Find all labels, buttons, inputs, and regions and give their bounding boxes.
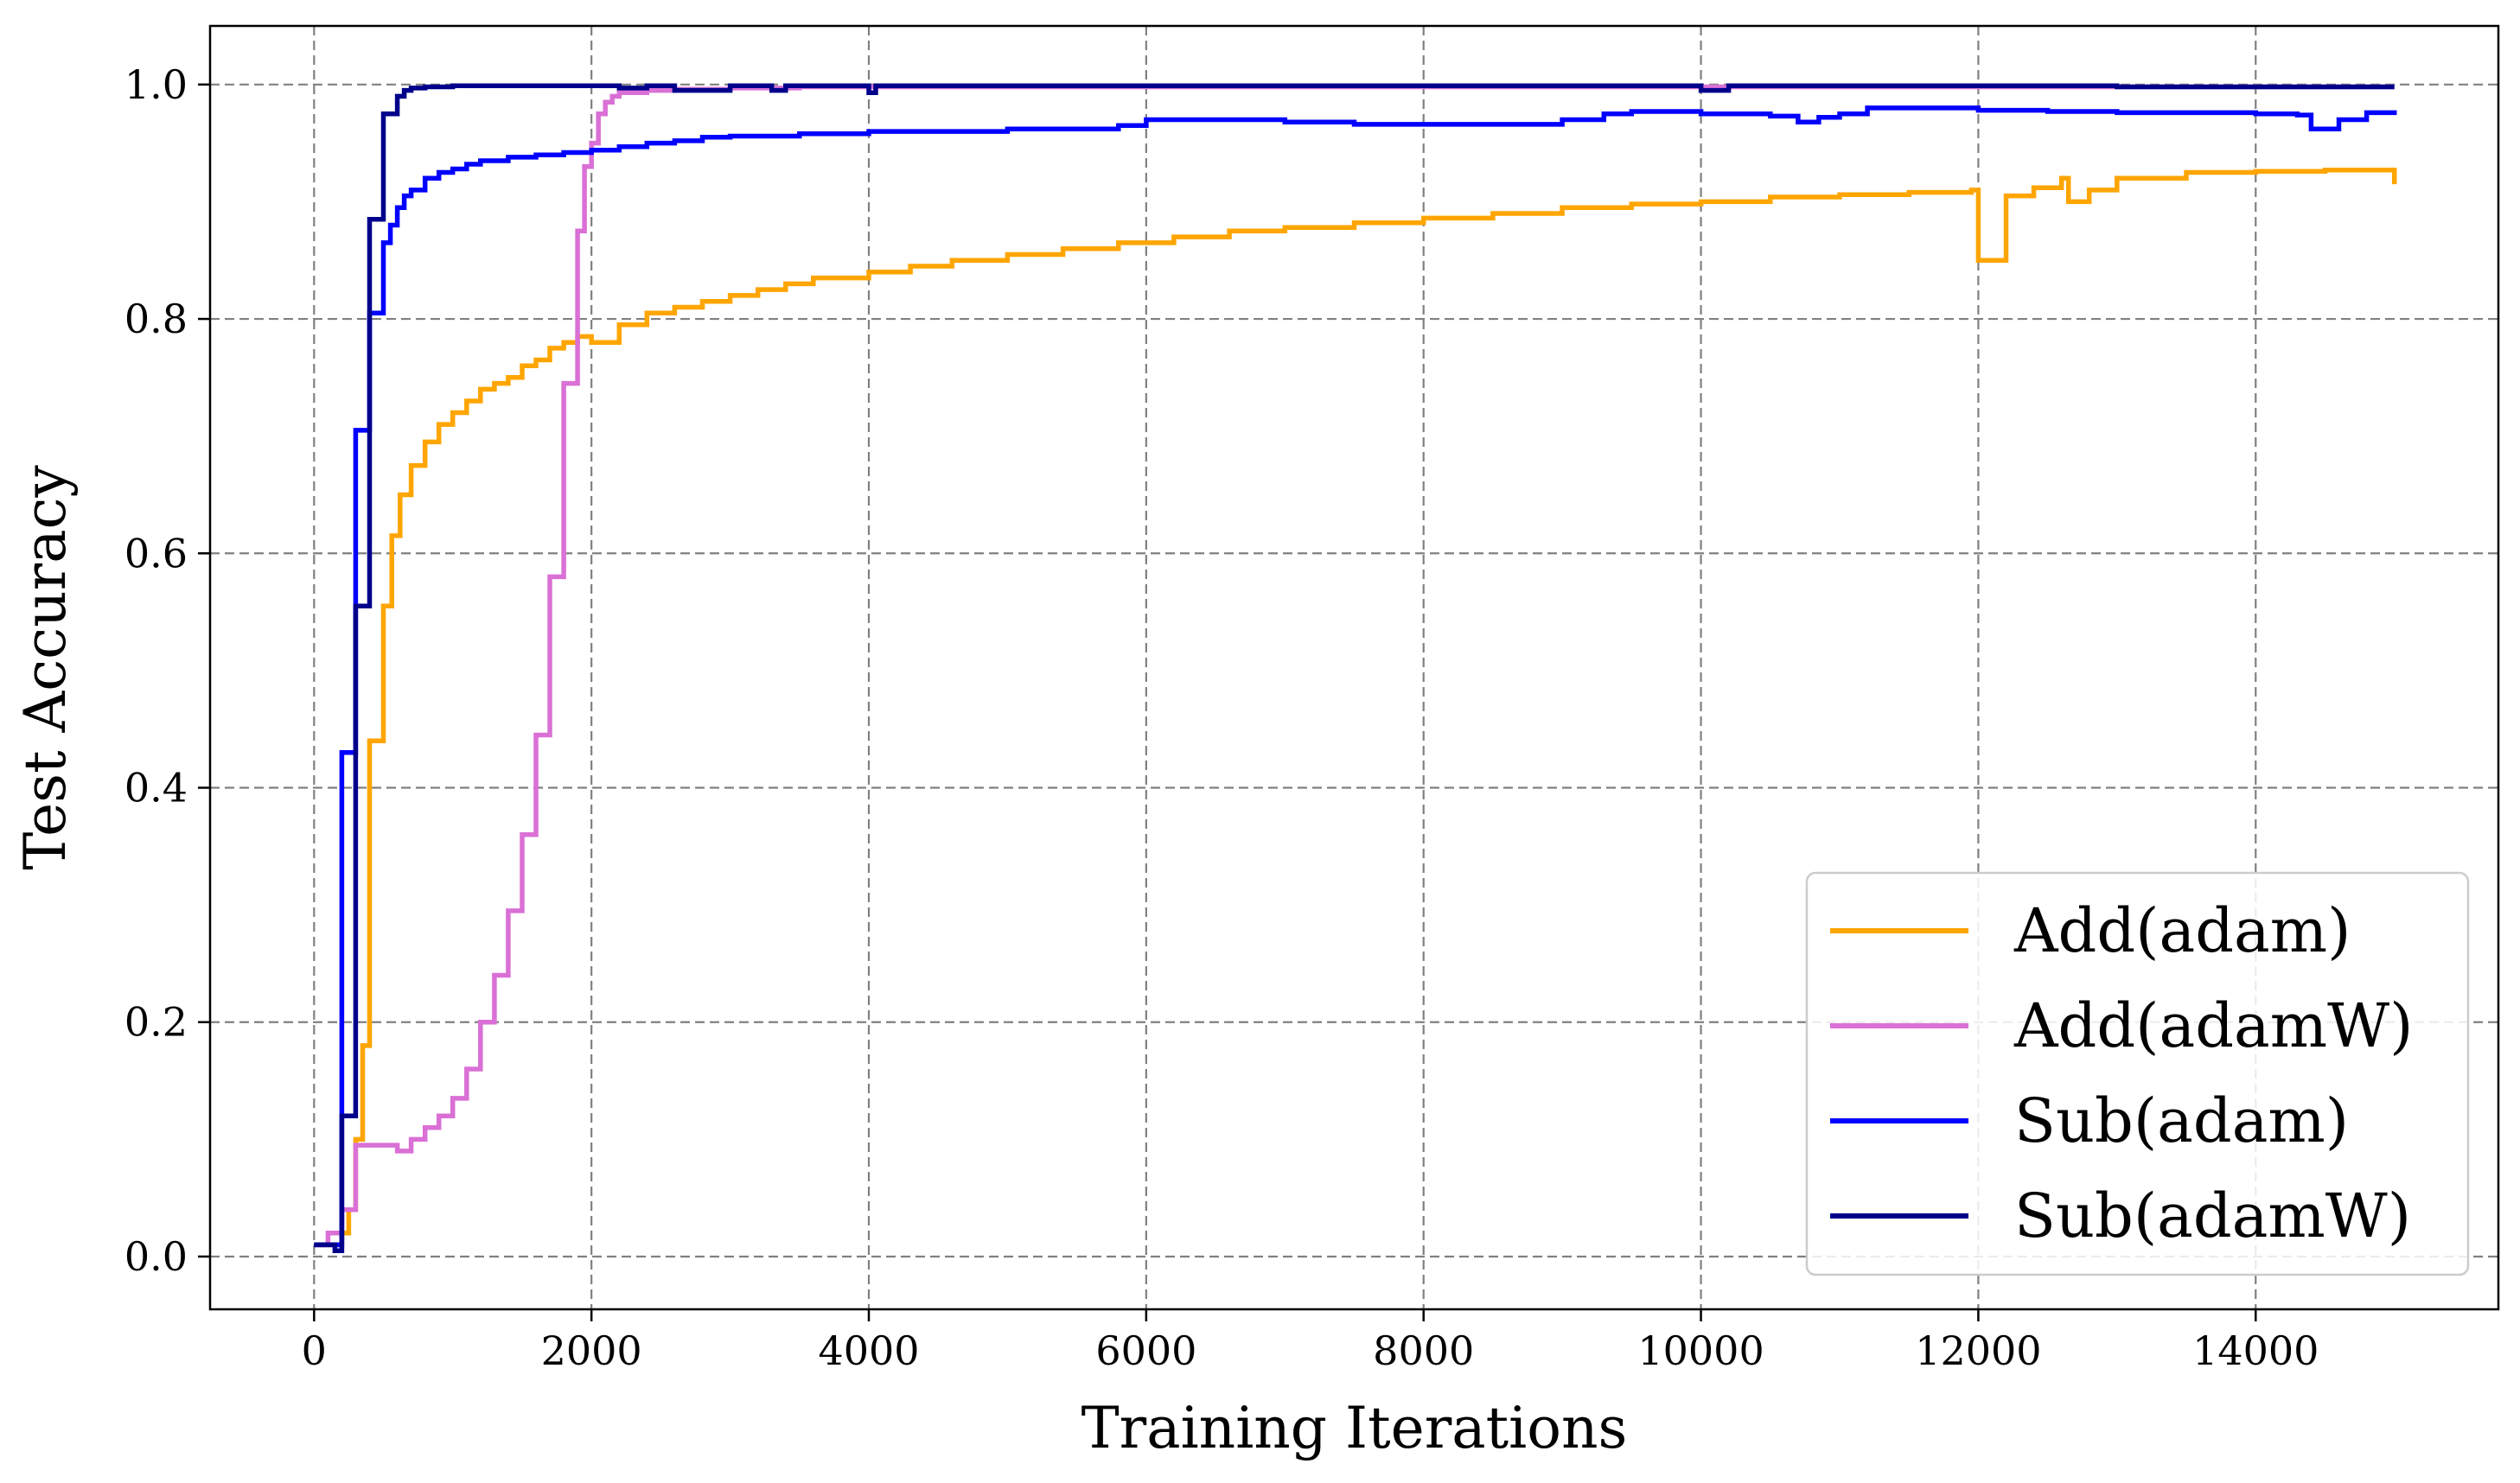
series-layer — [314, 83, 2397, 1253]
x-tick-label: 14000 — [2192, 1327, 2319, 1374]
x-tick-label: 2000 — [541, 1327, 642, 1374]
x-tick-label: 10000 — [1637, 1327, 1764, 1374]
series-line-0 — [314, 168, 2397, 1248]
y-tick-label: 0.2 — [124, 999, 188, 1046]
y-tick-label: 0.4 — [124, 765, 188, 812]
series-line-2 — [314, 105, 2397, 1248]
y-tick-label: 0.0 — [124, 1233, 188, 1280]
x-tick-label: 6000 — [1095, 1327, 1196, 1374]
axis-ticks: 0 2000 4000 6000 8000 10000 12000 14000 0.0 0.2 0.… — [124, 61, 2319, 1374]
x-axis-label: Training Iterations — [1081, 1395, 1628, 1461]
x-tick-label: 8000 — [1373, 1327, 1474, 1374]
legend-label: Add(adamW) — [2013, 990, 2413, 1061]
x-tick-label: 0 — [302, 1327, 327, 1374]
x-tick-label: 4000 — [818, 1327, 919, 1374]
legend-label: Sub(adam) — [2014, 1085, 2349, 1156]
series-line-3 — [314, 83, 2395, 1253]
legend-box — [1805, 871, 2470, 1276]
plot-frame — [208, 24, 2500, 1311]
y-tick-label: 0.8 — [124, 296, 188, 342]
legend: Add(adam) Add(adamW) Sub(adam) Sub(adamW) — [1805, 871, 2470, 1276]
y-tick-label: 1.0 — [124, 61, 188, 108]
y-tick-label: 0.6 — [124, 530, 188, 576]
y-axis-label: Test Accuracy — [12, 465, 79, 870]
x-tick-label: 12000 — [1915, 1327, 2041, 1374]
legend-label: Add(adam) — [2013, 895, 2351, 966]
legend-label: Sub(adamW) — [2014, 1181, 2411, 1251]
